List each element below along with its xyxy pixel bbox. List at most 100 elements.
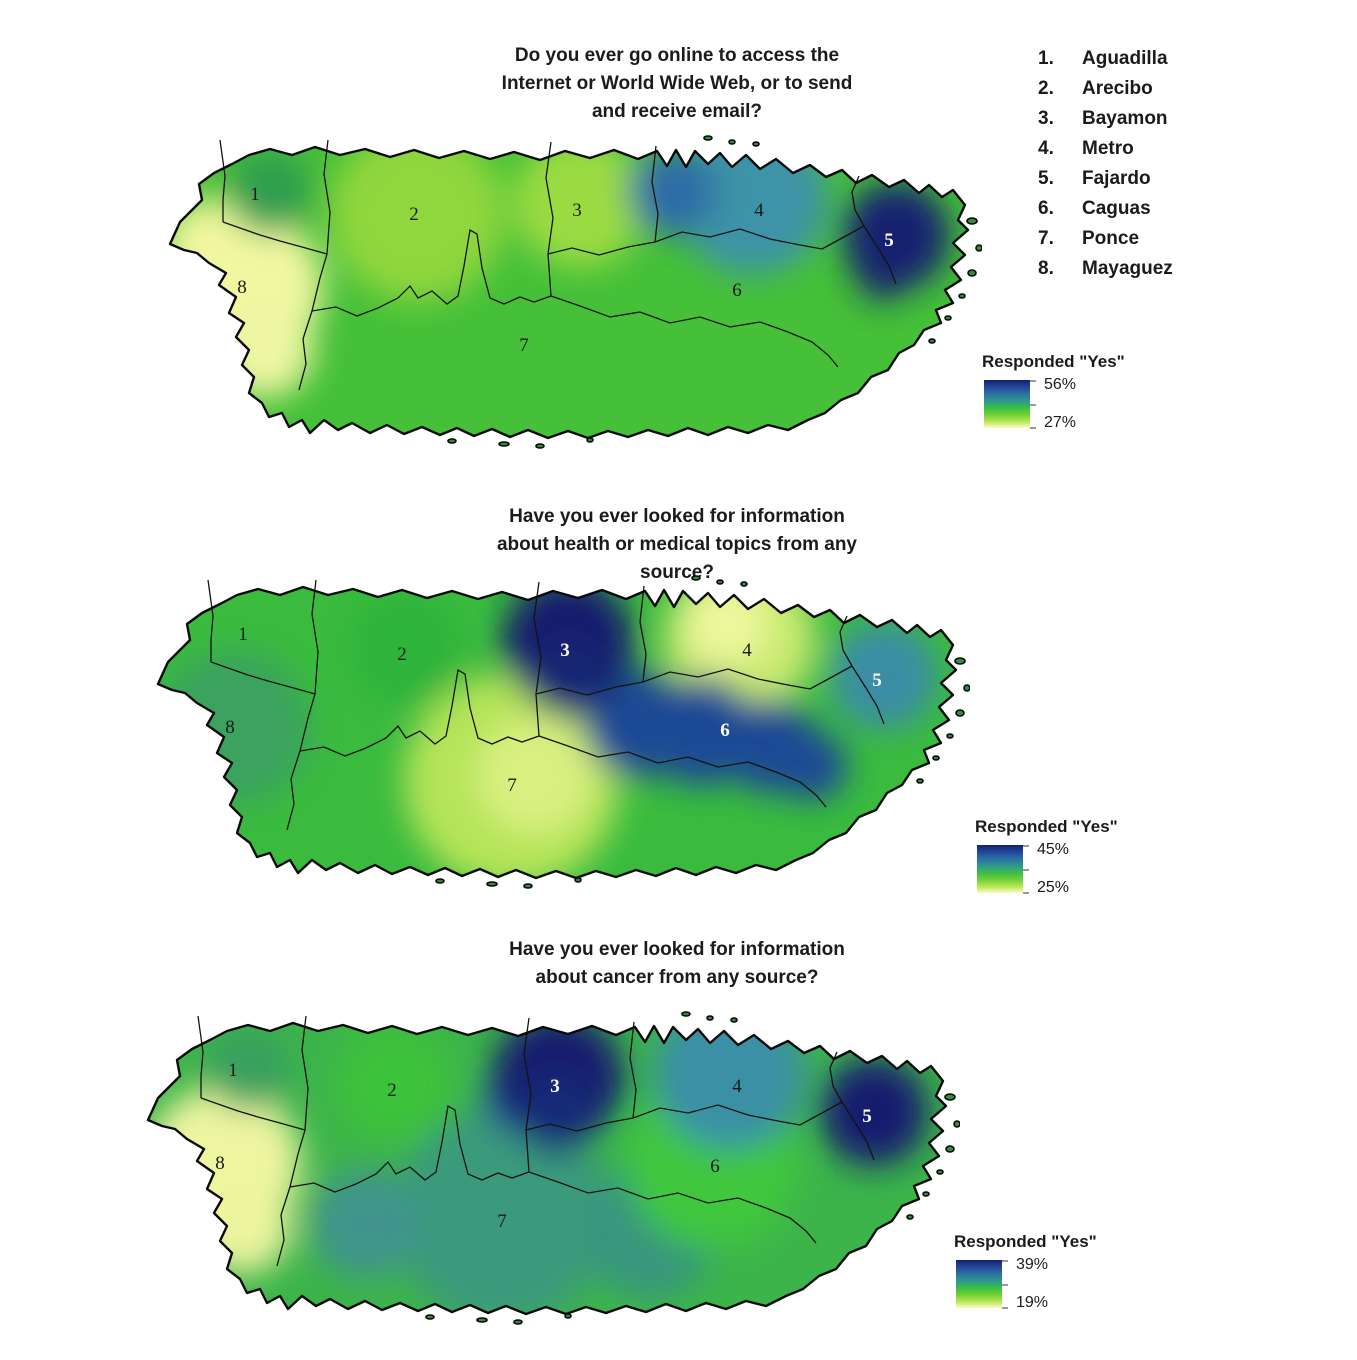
islet: [946, 733, 954, 739]
region-number-label-3: 3: [550, 1076, 560, 1097]
map2-canvas: 1 2 3 4 5 6 7 8: [140, 566, 971, 896]
map1-title: Do you ever go online to access the Inte…: [462, 42, 892, 126]
region-name: Mayaguez: [1082, 258, 1173, 279]
islet: [681, 1011, 691, 1017]
islet: [435, 878, 445, 884]
islet: [447, 438, 457, 444]
islet: [958, 293, 966, 299]
scale-min-label: 27%: [1044, 414, 1077, 431]
map1-legend: Responded "Yes" 56% 27%: [982, 352, 1172, 432]
list-item: 1. Aguadilla: [1038, 48, 1173, 70]
region-number: 3.: [1038, 108, 1054, 129]
region-number-label-8: 8: [237, 277, 247, 298]
region-boundary: [654, 225, 865, 250]
region-boundary: [639, 585, 647, 683]
region-name: Arecibo: [1082, 78, 1153, 99]
islet: [730, 1017, 738, 1023]
region-number-label-1: 1: [238, 624, 248, 645]
interpolated-surface: [158, 587, 956, 878]
scale-max-label: 39%: [1016, 1256, 1049, 1273]
region-number: 8.: [1038, 258, 1054, 279]
region-boundary: [528, 1171, 817, 1244]
islet: [928, 338, 936, 344]
islet: [953, 1120, 961, 1128]
region-name: Fajardo: [1082, 168, 1151, 189]
map2-title: Have you ever looked for information abo…: [462, 503, 892, 587]
region-boundary: [197, 1015, 204, 1098]
list-item: 4. Metro: [1038, 138, 1173, 160]
region-boundary: [632, 1101, 843, 1126]
region-number-label-5: 5: [884, 230, 894, 251]
region-name: Ponce: [1082, 228, 1140, 249]
islet: [425, 1314, 435, 1320]
map1-title-line1: Do you ever go online to access the: [514, 45, 840, 66]
islet: [486, 881, 498, 887]
region-boundary: [222, 221, 328, 255]
map3-legend-title: Responded "Yes": [954, 1232, 1097, 1251]
region-boundary: [851, 175, 897, 285]
islet: [513, 1319, 523, 1325]
region-number-label-1: 1: [228, 1060, 238, 1081]
region-boundary: [311, 228, 552, 317]
scale-tick: [1002, 1284, 1008, 1286]
region-boundary: [535, 681, 644, 696]
islet: [752, 141, 760, 147]
puerto-rico-map-1: 1 2 3 4 5 6 7 8: [168, 135, 983, 449]
islet: [703, 135, 713, 141]
region-boundary: [219, 139, 226, 222]
region-number-label-4: 4: [754, 200, 764, 221]
islet: [963, 684, 971, 692]
region-number-label-6: 6: [732, 280, 742, 301]
region-boundary: [207, 579, 214, 662]
region-number-label-4: 4: [732, 1076, 742, 1097]
puerto-rico-map-3: 1 2 3 4 5 6 7 8: [146, 1011, 961, 1325]
map3-canvas: 1 2 3 4 5 6 7 8: [130, 1002, 961, 1332]
island-outline: [156, 585, 958, 880]
map1-title-line3: and receive email?: [591, 101, 763, 122]
scale-min-label: 19%: [1016, 1294, 1049, 1311]
map1-legend-body: 56% 27%: [982, 376, 1172, 432]
region-number-label-2: 2: [409, 204, 419, 225]
islet: [954, 657, 966, 665]
map3-legend-body: 39% 19%: [954, 1256, 1144, 1312]
list-item: 8. Mayaguez: [1038, 258, 1173, 280]
region-number: 6.: [1038, 198, 1054, 219]
region-number: 1.: [1038, 48, 1054, 69]
map3-title: Have you ever looked for information abo…: [462, 936, 892, 992]
region-boundary: [276, 1186, 291, 1267]
islet: [967, 269, 977, 277]
region-number-label-5: 5: [862, 1106, 872, 1127]
region-boundary: [525, 1117, 634, 1132]
region-boundary: [829, 1051, 875, 1161]
color-scale-bar: [984, 380, 1030, 428]
region-number-label-7: 7: [507, 775, 517, 796]
region-name: Bayamon: [1082, 108, 1168, 129]
map2-legend: Responded "Yes" 45% 25%: [975, 817, 1165, 897]
region-number-label-6: 6: [720, 720, 730, 741]
region-number-label-6: 6: [710, 1156, 720, 1177]
islet: [586, 437, 594, 443]
islet: [955, 709, 965, 717]
islet: [944, 1093, 956, 1101]
region-number-label-5: 5: [872, 670, 882, 691]
region-number-label-2: 2: [397, 644, 407, 665]
region-boundary: [200, 1097, 306, 1131]
map2-legend-title: Responded "Yes": [975, 817, 1118, 836]
map1-legend-title: Responded "Yes": [982, 352, 1125, 371]
islet: [564, 1313, 572, 1319]
region-boundary: [651, 145, 659, 243]
islet: [932, 755, 940, 761]
region-boundary: [311, 139, 331, 312]
map1-canvas: 1 2 3 4 5 6 7 8: [152, 126, 983, 456]
islet: [716, 579, 724, 585]
region-boundary: [533, 581, 542, 737]
region-name: Caguas: [1082, 198, 1151, 219]
scale-tick: [1030, 427, 1036, 429]
interpolated-surface: [148, 1023, 946, 1314]
map2-legend-body: 45% 25%: [975, 841, 1165, 897]
map3-title-line2: about cancer from any source?: [535, 967, 819, 988]
region-boundary: [550, 295, 839, 368]
region-number-label-2: 2: [387, 1080, 397, 1101]
islet: [706, 1015, 714, 1021]
scale-tick: [1023, 845, 1029, 847]
